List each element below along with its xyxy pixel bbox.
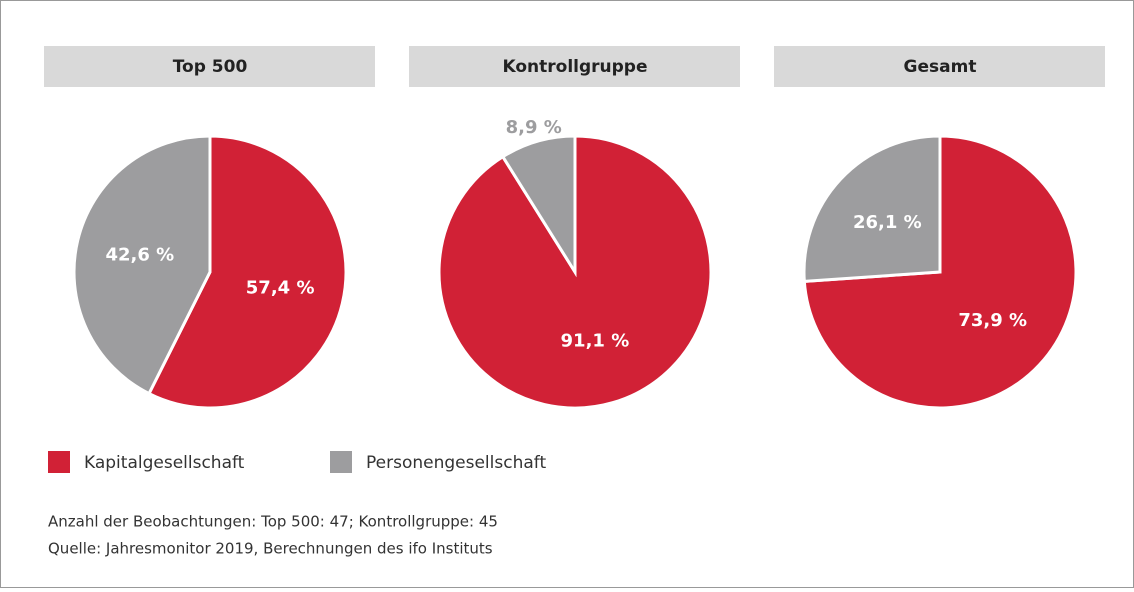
pie-slice [147,134,348,410]
legend-label: Personengesellschaft [366,453,546,473]
pie-slice [72,134,212,396]
chart-title: Kontrollgruppe [502,57,647,77]
note: Anzahl der Beobachtungen: Top 500: 47; K… [48,513,498,531]
legend-label: Kapitalgesellschaft [84,453,245,473]
data-label: 42,6 % [105,244,174,265]
note: Quelle: Jahresmonitor 2019, Berechnungen… [48,540,493,558]
title-band [44,46,375,87]
legend-swatch [330,451,352,473]
data-label: 8,9 % [506,117,562,138]
title-band [774,46,1105,87]
data-label: 26,1 % [853,212,922,233]
pie-slice [802,134,942,283]
data-label: 91,1 % [561,330,630,351]
legend-swatch [48,451,70,473]
title-band [409,46,740,87]
pie-slice [500,134,577,278]
chart-title: Gesamt [904,57,977,77]
data-label: 57,4 % [246,278,315,299]
chart-title: Top 500 [173,57,248,77]
data-label: 73,9 % [958,310,1027,331]
